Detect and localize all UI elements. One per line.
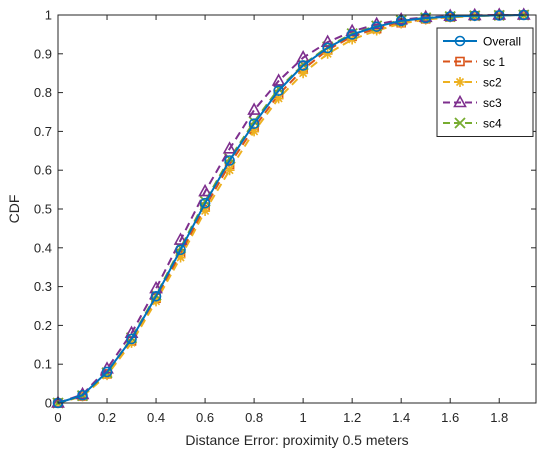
y-tick-label: 0.1 [34,357,52,372]
legend-label: sc2 [483,76,502,90]
data-point [198,183,212,197]
data-point [173,232,188,245]
x-tick-label: 0.8 [245,410,263,425]
data-point [418,9,433,23]
data-point [467,7,482,21]
legend-marker [454,117,466,129]
x-tick-label: 1.8 [490,410,508,425]
y-tick-label: 0.9 [34,46,52,61]
x-tick-label: 0.6 [196,410,214,425]
legend-entry: Overall [443,35,521,49]
data-point [444,11,456,22]
data-point [224,155,235,166]
y-tick-label: 0.6 [34,163,52,178]
x-tick-label: 1.6 [441,410,459,425]
data-point [420,14,431,25]
data-point [420,12,431,24]
data-point [394,11,409,25]
y-tick-label: 0 [45,396,52,411]
legend-label: sc 1 [483,55,505,69]
data-point [248,118,260,129]
data-point [224,165,235,176]
data-point [126,333,137,345]
legend-marker [455,56,465,67]
data-point [199,197,211,209]
data-point [320,34,335,47]
legend-marker [455,77,465,87]
data-point [322,42,333,54]
y-tick-label: 0.2 [34,318,52,333]
data-point [77,389,88,401]
x-tick-label: 1.4 [392,410,410,425]
data-point [175,244,186,256]
y-tick-label: 0.7 [34,124,52,139]
data-point [469,10,481,22]
data-point [346,29,358,40]
y-tick-label: 1 [45,8,52,23]
data-point [222,141,237,154]
data-point [150,290,162,302]
y-tick-label: 0.4 [34,240,52,255]
data-point [102,370,113,381]
y-tick-label: 0.3 [34,279,52,294]
legend-label: Overall [483,35,521,49]
data-point [249,126,260,137]
data-point [175,252,186,263]
y-axis-label: CDF [6,195,22,224]
x-axis-label: Distance Error: proximity 0.5 meters [185,432,408,448]
series-layer [51,7,531,409]
legend-box [436,27,534,137]
legend-label: sc3 [483,96,502,110]
legend-entry: sc3 [443,94,502,110]
legend-label: sc4 [483,117,502,131]
data-point [200,205,211,216]
x-tick-label: 0.2 [98,410,116,425]
legend-marker [454,35,466,47]
series-overall [52,9,530,409]
x-tick-label: 1 [300,410,307,425]
legend-marker [453,94,467,108]
x-tick-label: 0.4 [147,410,165,425]
data-point [371,21,382,32]
data-point [101,366,113,378]
data-point [273,85,284,96]
axis-ticks: 0 0.2 0.4 0.6 0.8 1 1.2 1.4 1.6 1.8 0 0.1 0.2 0.3 0.4 0… [34,8,536,425]
legend-entry: sc 1 [443,55,505,69]
y-tick-label: 0.5 [34,202,52,217]
data-point [247,102,261,115]
data-point [298,68,309,79]
y-tick-label: 0.8 [34,85,52,100]
x-tick-label: 0 [54,410,61,425]
legend-entry: sc2 [443,76,502,90]
x-tick-label: 1.2 [343,410,361,425]
legend: Overall sc 1 sc2 sc3 sc4 [436,27,534,137]
data-point [297,60,309,71]
data-point [271,73,286,86]
data-point [322,48,333,59]
data-point [273,93,284,104]
legend-entry: sc4 [443,117,502,131]
